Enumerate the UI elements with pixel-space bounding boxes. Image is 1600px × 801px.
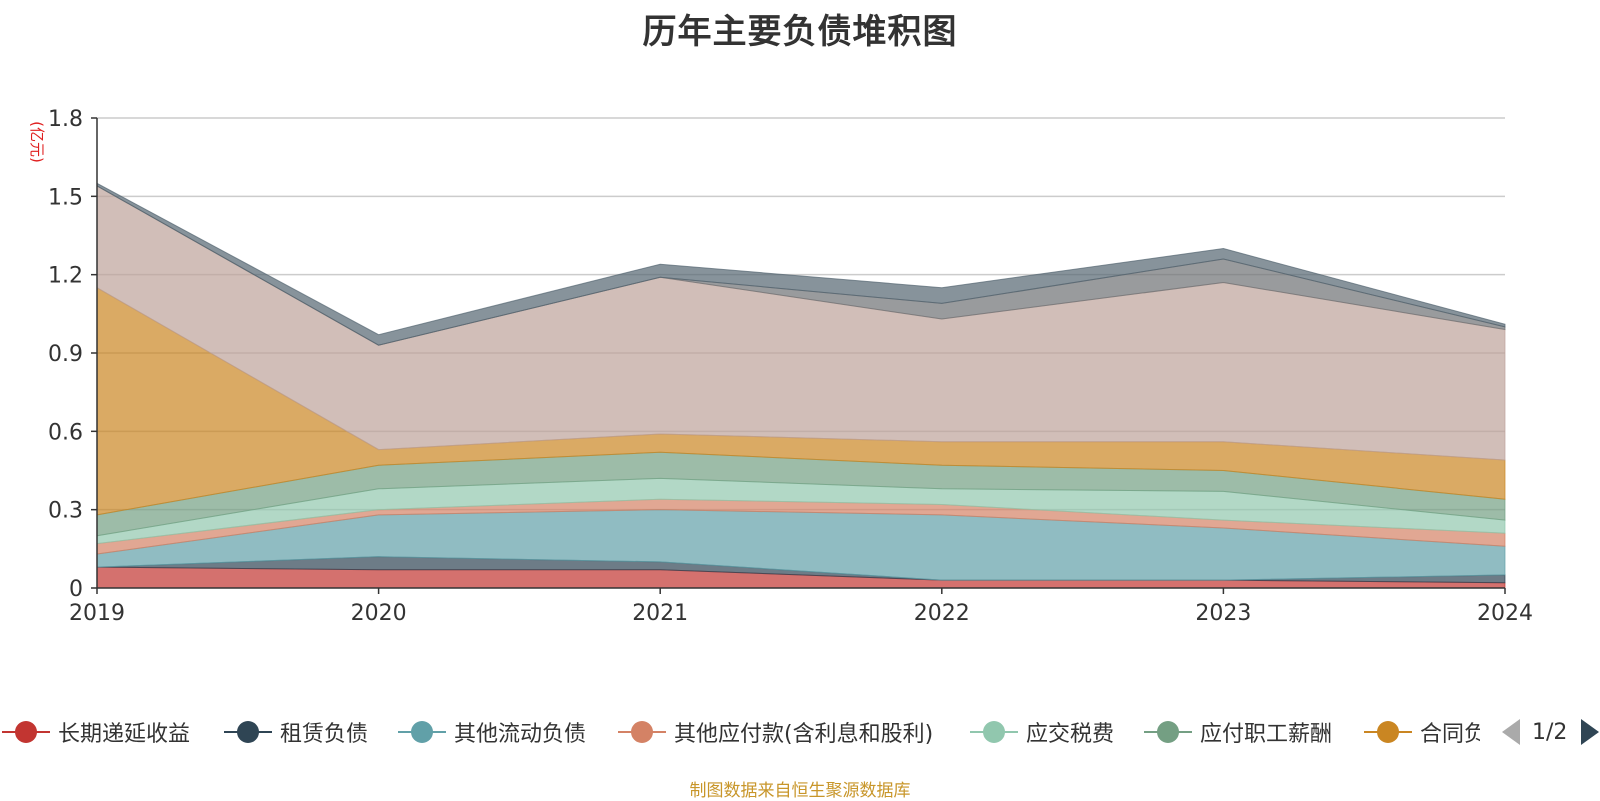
legend-prev-page-icon[interactable] <box>1502 719 1520 745</box>
y-tick-label: 0.3 <box>48 499 83 524</box>
source-note: 制图数据来自恒生聚源数据库 <box>689 781 911 801</box>
axes: 0 0.3 0.6 0.9 1.2 1.5 1.8 2019 2020 2021 2022 2023 2… <box>48 107 1533 626</box>
legend-item[interactable]: 合同负债 <box>1362 712 1480 752</box>
legend-marker-icon <box>2 721 50 743</box>
y-tick-label: 0 <box>69 577 83 602</box>
legend-marker-icon <box>618 721 666 743</box>
legend-marker-icon <box>224 721 272 743</box>
legend-label: 其他应付款(含利息和股利) <box>674 722 934 747</box>
x-tick-label: 2021 <box>632 601 688 626</box>
legend-marker-icon <box>398 721 446 743</box>
area-series <box>96 182 1506 346</box>
x-tick-label: 2023 <box>1195 601 1251 626</box>
y-tick-label: 1.8 <box>48 107 83 132</box>
legend: 长期递延收益 租赁负债 其他流动负债 其他应付款(含利息和股利) 应交税费 应付职工薪酬 合… <box>0 712 1480 752</box>
stacked-areas <box>96 182 1506 589</box>
legend-marker-icon <box>1144 721 1192 743</box>
legend-marker-icon <box>1364 721 1412 743</box>
legend-label: 长期递延收益 <box>58 722 191 747</box>
y-tick-label: 0.6 <box>48 420 83 445</box>
legend-page-indicator: 1/2 <box>1532 719 1568 745</box>
legend-label: 应交税费 <box>1026 722 1115 747</box>
legend-next-page-icon[interactable] <box>1581 719 1600 745</box>
x-tick-label: 2024 <box>1477 601 1533 626</box>
y-tick-label: 1.2 <box>48 264 83 289</box>
legend-item[interactable]: 租赁负债 <box>222 712 368 752</box>
legend-marker-icon <box>970 721 1018 743</box>
x-tick-label: 2022 <box>914 601 970 626</box>
legend-item[interactable]: 长期递延收益 <box>0 712 190 752</box>
legend-item[interactable]: 其他流动负债 <box>396 712 586 752</box>
legend-item[interactable]: 其他应付款(含利息和股利) <box>616 712 933 752</box>
chart-title: 历年主要负债堆积图 <box>642 12 958 52</box>
legend-label: 应付职工薪酬 <box>1200 722 1333 747</box>
legend-label: 其他流动负债 <box>454 722 587 747</box>
y-tick-label: 0.9 <box>48 342 83 367</box>
y-tick-label: 1.5 <box>48 185 83 210</box>
chart-area: 0 0.3 0.6 0.9 1.2 1.5 1.8 2019 2020 2021 2022 2023 2… <box>28 107 1533 626</box>
legend-label: 合同负债 <box>1420 722 1480 747</box>
legend-item[interactable]: 应交税费 <box>968 712 1114 752</box>
legend-item[interactable]: 应付职工薪酬 <box>1142 712 1332 752</box>
legend-pager: 1/2 <box>1500 712 1600 752</box>
legend-label: 租赁负债 <box>280 722 369 747</box>
x-tick-label: 2020 <box>351 601 407 626</box>
x-tick-label: 2019 <box>69 601 125 626</box>
y-axis-label: (亿元) <box>28 121 46 163</box>
